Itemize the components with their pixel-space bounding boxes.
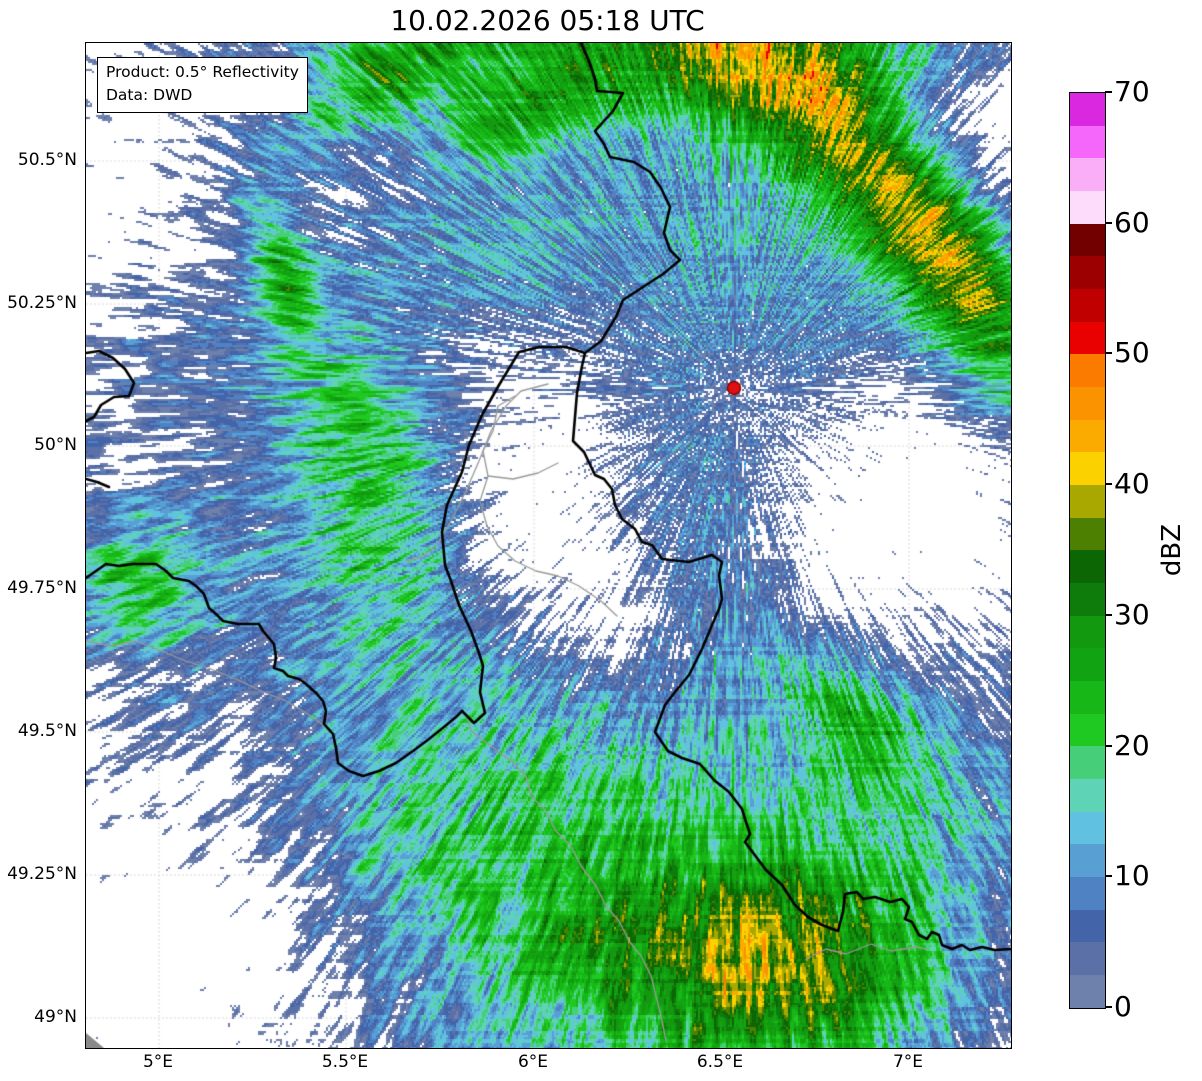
colorbar-segment — [1070, 485, 1105, 518]
figure-title: 10.02.2026 05:18 UTC — [390, 4, 705, 37]
lon-tick-label: 5.5°E — [321, 1052, 369, 1072]
lat-tick-label: 49.5°N — [17, 721, 77, 741]
colorbar-tick-label: 70 — [1114, 75, 1150, 108]
colorbar-segment — [1070, 648, 1105, 682]
colorbar — [1069, 92, 1106, 1009]
product-info-line1: Product: 0.5° Reflectivity — [106, 63, 299, 81]
colorbar-tick-label: 60 — [1114, 206, 1150, 239]
map-plot: Product: 0.5° Reflectivity Data: DWD — [85, 42, 1012, 1049]
colorbar-tick-mark — [1105, 744, 1112, 747]
lat-tick-label: 50°N — [34, 435, 77, 455]
colorbar-segment — [1070, 93, 1105, 126]
colorbar-tick-label: 20 — [1114, 729, 1150, 762]
colorbar-segment — [1070, 583, 1105, 616]
colorbar-segment — [1070, 289, 1105, 322]
colorbar-segment — [1070, 223, 1105, 257]
colorbar-segment — [1070, 811, 1105, 845]
colorbar-tick-mark — [1105, 483, 1112, 486]
colorbar-tick-label: 10 — [1114, 859, 1150, 892]
colorbar-segment — [1070, 844, 1105, 878]
lon-tick-label: 6°E — [517, 1052, 549, 1072]
colorbar-segment — [1070, 354, 1105, 388]
radar-map-canvas — [86, 43, 1011, 1048]
lat-tick-label: 49.75°N — [7, 578, 77, 598]
lat-tick-label: 50.25°N — [7, 293, 77, 313]
colorbar-segment — [1070, 909, 1105, 943]
colorbar-segment — [1070, 615, 1105, 649]
colorbar-segment — [1070, 550, 1105, 584]
lon-tick-label: 5°E — [142, 1052, 174, 1072]
colorbar-tick-mark — [1105, 875, 1112, 878]
colorbar-segment — [1070, 158, 1105, 192]
colorbar-tick-mark — [1105, 352, 1112, 355]
product-info-box: Product: 0.5° Reflectivity Data: DWD — [97, 57, 308, 113]
colorbar-segment — [1070, 419, 1105, 453]
colorbar-segment — [1070, 975, 1105, 1008]
colorbar-segment — [1070, 746, 1105, 780]
colorbar-segment — [1070, 387, 1105, 420]
colorbar-tick-mark — [1105, 221, 1112, 224]
product-info-line2: Data: DWD — [106, 86, 193, 105]
lat-tick-label: 49°N — [34, 1007, 77, 1027]
colorbar-segment — [1070, 942, 1105, 976]
colorbar-segment — [1070, 779, 1105, 812]
colorbar-tick-label: 30 — [1114, 598, 1150, 631]
lat-tick-label: 50.5°N — [17, 150, 77, 170]
colorbar-segment — [1070, 681, 1105, 714]
colorbar-segment — [1070, 191, 1105, 224]
colorbar-tick-label: 0 — [1114, 990, 1132, 1023]
lat-tick-label: 49.25°N — [7, 864, 77, 884]
colorbar-segment — [1070, 321, 1105, 355]
lon-tick-label: 6.5°E — [696, 1052, 744, 1072]
colorbar-tick-mark — [1105, 1006, 1112, 1008]
lon-tick-label: 7°E — [892, 1052, 924, 1072]
colorbar-tick-label: 40 — [1114, 467, 1150, 500]
colorbar-tick-label: 50 — [1114, 336, 1150, 369]
colorbar-tick-mark — [1105, 613, 1112, 616]
colorbar-tick-mark — [1105, 91, 1112, 93]
colorbar-segment — [1070, 452, 1105, 486]
colorbar-segment — [1070, 517, 1105, 551]
colorbar-axis-label: dBZ — [1157, 523, 1187, 577]
colorbar-segment — [1070, 713, 1105, 747]
colorbar-segment — [1070, 877, 1105, 910]
colorbar-segment — [1070, 125, 1105, 159]
colorbar-segment — [1070, 256, 1105, 290]
